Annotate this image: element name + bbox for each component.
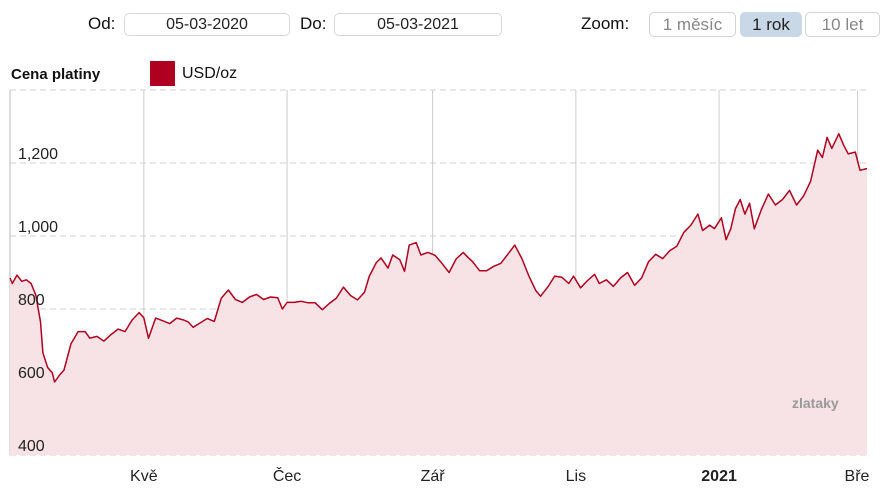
x-tick-label: Čec xyxy=(273,466,301,485)
y-tick-label: 800 xyxy=(18,292,45,309)
y-tick-label: 600 xyxy=(18,365,45,382)
x-axis-ticks: Kvě Čec Zář Lis 2021 Bře xyxy=(130,466,870,485)
zoom-1-year-button[interactable]: 1 rok xyxy=(740,12,802,37)
x-tick-label: Lis xyxy=(566,468,586,485)
y-tick-label: 400 xyxy=(18,438,45,455)
zoom-10-years-button[interactable]: 10 let xyxy=(805,12,880,37)
price-line xyxy=(9,133,868,383)
price-area-fill xyxy=(10,133,867,456)
y-tick-label: 1,000 xyxy=(18,219,58,236)
legend-series-label: USD/oz xyxy=(182,65,238,82)
y-axis-ticks: 400 600 800 1,000 1,200 xyxy=(18,146,58,455)
watermark: zlataky xyxy=(792,395,839,411)
x-tick-label: 2021 xyxy=(701,468,737,485)
legend-title: Cena platiny xyxy=(11,66,101,83)
x-tick-label: Zář xyxy=(421,468,446,485)
legend-swatch xyxy=(150,61,175,86)
from-date-input[interactable] xyxy=(124,13,290,36)
x-tick-label: Bře xyxy=(845,468,870,485)
to-label: Do: xyxy=(300,14,327,33)
to-date-input[interactable] xyxy=(334,13,502,36)
x-tick-label: Kvě xyxy=(130,468,158,485)
zoom-label: Zoom: xyxy=(581,14,630,33)
from-label: Od: xyxy=(88,14,116,33)
y-tick-label: 1,200 xyxy=(18,146,58,163)
zoom-1-month-button[interactable]: 1 měsíc xyxy=(649,12,736,37)
date-range-toolbar: Od: Do: Zoom: 1 měsíc 1 rok 10 let xyxy=(0,0,888,52)
